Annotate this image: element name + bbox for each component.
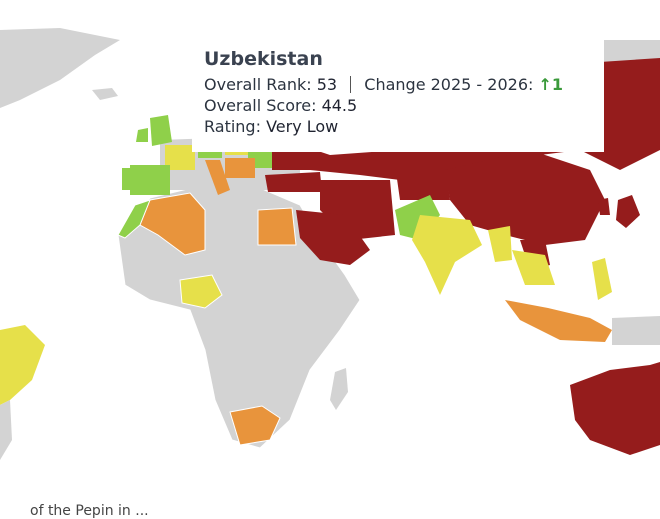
country-china[interactable]: [445, 150, 605, 245]
country-ireland[interactable]: [136, 128, 148, 142]
country-myanmar-region[interactable]: [488, 226, 512, 262]
country-korea[interactable]: [598, 198, 610, 215]
rank-value: 53: [316, 75, 338, 94]
region-arctic[interactable]: [0, 28, 120, 108]
country-india[interactable]: [412, 215, 482, 295]
country-spain[interactable]: [130, 165, 170, 195]
country-japan[interactable]: [616, 195, 640, 228]
country-indonesia[interactable]: [505, 300, 612, 342]
country-algeria[interactable]: [139, 192, 206, 256]
country-thailand-region[interactable]: [512, 250, 555, 285]
rank-label: Overall Rank:: [204, 75, 312, 94]
tooltip-rating-row: Rating: Very Low: [204, 116, 592, 137]
country-morocco[interactable]: [117, 199, 151, 239]
change-value: 1: [551, 75, 564, 94]
footer-text: of the Pepin in ...: [30, 503, 149, 519]
country-egypt[interactable]: [257, 207, 297, 246]
region-madagascar[interactable]: [330, 368, 348, 410]
up-arrow-icon: ↑: [538, 75, 552, 94]
country-saudi-arabia[interactable]: [296, 210, 370, 265]
country-australia[interactable]: [570, 362, 660, 455]
region-iceland[interactable]: [92, 88, 118, 100]
rating-label: Rating:: [204, 117, 261, 136]
tooltip-rank-row: Overall Rank: 53 Change 2025 - 2026: ↑1: [204, 74, 592, 95]
score-label: Overall Score:: [204, 96, 317, 115]
country-tooltip: Uzbekistan Overall Rank: 53 Change 2025 …: [192, 38, 604, 152]
country-turkey[interactable]: [265, 172, 322, 192]
country-balkans[interactable]: [225, 158, 255, 178]
country-nigeria[interactable]: [179, 274, 223, 309]
tooltip-score-row: Overall Score: 44.5: [204, 95, 592, 116]
country-south-africa[interactable]: [229, 405, 281, 446]
country-france[interactable]: [165, 145, 195, 170]
region-south-america[interactable]: [0, 400, 12, 460]
country-kazakhstan-central-asia[interactable]: [395, 160, 450, 200]
country-portugal[interactable]: [122, 168, 133, 190]
separator: [350, 76, 352, 93]
country-italy[interactable]: [205, 160, 230, 195]
change-label: Change 2025 - 2026:: [364, 75, 534, 94]
country-philippines[interactable]: [592, 258, 612, 300]
rating-value: Very Low: [266, 117, 339, 136]
country-uk[interactable]: [150, 115, 172, 146]
country-brazil[interactable]: [0, 325, 45, 405]
country-papua[interactable]: [612, 316, 660, 345]
tooltip-country-name: Uzbekistan: [204, 48, 323, 70]
score-value: 44.5: [321, 96, 358, 115]
